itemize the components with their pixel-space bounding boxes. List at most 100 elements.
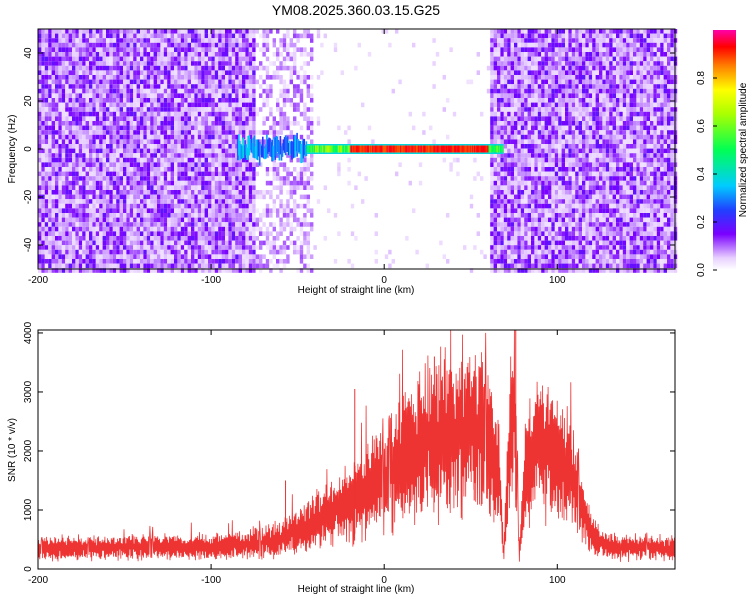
spectrogram-cell: [316, 121, 321, 126]
spectrogram-cell: [38, 176, 42, 181]
spectrogram-cell: [146, 222, 151, 227]
spectrogram-cell: [347, 139, 351, 144]
spectrogram-cell: [211, 222, 215, 227]
spectrogram-cell: [228, 29, 232, 34]
spectrogram-cell: [116, 88, 120, 94]
spectrogram-cell: [44, 79, 49, 85]
spectrogram-cell: [95, 130, 100, 135]
spectrogram-cell: [517, 56, 521, 62]
spectrogram-cell: [541, 254, 545, 259]
spectrogram-cell: [106, 268, 110, 273]
spectrogram-cell: [61, 213, 66, 218]
spectrogram-cell: [541, 185, 545, 190]
spectrogram-cell: [72, 226, 76, 232]
spectrogram-cell: [310, 38, 314, 43]
spectrogram-cell: [136, 61, 140, 66]
spectrogram-cell: [296, 245, 300, 250]
spectrogram-cell: [524, 70, 528, 75]
spectrogram-cell: [92, 222, 96, 227]
spectrogram-cell: [293, 84, 297, 89]
spectrogram-cell: [187, 263, 191, 269]
spectrogram-cell: [116, 222, 120, 227]
spectrogram-cell: [133, 153, 137, 158]
spectrogram-cell: [170, 88, 174, 94]
spectrogram-cell: [228, 125, 232, 131]
spectrogram-cell: [126, 167, 130, 172]
spectrogram-cell: [201, 167, 205, 172]
spectrogram-cell: [126, 98, 130, 103]
spectrogram-cell: [72, 194, 76, 200]
spectrogram-cell: [157, 75, 161, 80]
spectrogram-cell: [221, 162, 225, 167]
spectrogram-cell: [503, 52, 508, 57]
spectrogram-cell: [89, 42, 93, 48]
spectrogram-cell: [78, 84, 83, 89]
spectrogram-cell: [38, 240, 42, 246]
spectrogram-cell: [92, 130, 96, 135]
spectrogram-cell: [211, 116, 215, 121]
spectrogram-cell: [265, 75, 270, 80]
spectrogram-cell: [225, 125, 229, 131]
spectrogram-cell: [163, 47, 168, 52]
spectrogram-cell: [143, 185, 147, 190]
spectrogram-cell: [82, 144, 86, 149]
spectrogram-cell: [531, 107, 535, 112]
spectrogram-cell: [89, 167, 93, 172]
spectrogram-cell: [520, 162, 525, 167]
spectrogram-cell: [92, 125, 96, 131]
spectrogram-cell: [187, 245, 191, 250]
spectrogram-cell: [537, 226, 542, 232]
spectrogram-cell: [221, 254, 225, 259]
spectrogram-cell: [58, 29, 62, 34]
spectrogram-cell: [68, 231, 72, 236]
spectrogram-cell: [58, 75, 62, 80]
spectrogram-cell: [225, 52, 229, 57]
spectrogram-cell: [89, 139, 93, 144]
spectrogram-cell: [58, 33, 62, 39]
spectrogram-cell: [133, 75, 137, 80]
spectrogram-cell: [106, 263, 110, 269]
spectrogram-cell: [293, 93, 297, 98]
spectrogram-cell: [228, 144, 232, 149]
spectrogram-cell: [272, 226, 276, 232]
spectrogram-cell: [143, 98, 147, 103]
spectrogram-cell: [510, 47, 514, 52]
spectrogram-cell: [61, 180, 66, 186]
spectrogram-cell: [123, 29, 127, 34]
spectrogram-cell: [452, 157, 457, 163]
spectrogram-cell: [72, 249, 76, 255]
spectrogram-cell: [214, 107, 219, 112]
spectrogram-cell: [191, 240, 195, 246]
spectrogram-cell: [299, 52, 304, 57]
spectrogram-cell: [248, 236, 253, 241]
spectrogram-cell: [92, 176, 96, 181]
spectrogram-cell: [136, 70, 140, 75]
spectrogram-cell: [235, 38, 239, 43]
spectrogram-cell: [493, 130, 497, 135]
spectrogram-cell: [204, 254, 208, 259]
spectrogram-cell: [102, 226, 106, 232]
spectrogram-cell: [303, 231, 307, 236]
spectrogram-cell: [112, 79, 117, 85]
spectrogram-cell: [133, 157, 137, 163]
spectrogram-cell: [187, 249, 191, 255]
spectrogram-cell: [146, 245, 151, 250]
spectrogram-cell: [191, 98, 195, 103]
spectrogram-cell: [150, 102, 154, 108]
spectrogram-cell: [507, 268, 511, 273]
spectrogram-cell: [133, 249, 137, 255]
spectrogram-cell: [238, 47, 242, 52]
spectrogram-cell: [303, 116, 307, 121]
spectrogram-cell: [68, 121, 72, 126]
spectrogram-cell: [180, 236, 185, 241]
spectrogram-cell: [177, 52, 181, 57]
spectrogram-cell: [78, 52, 83, 57]
spectrogram-cell: [286, 56, 290, 62]
spectrogram-cell: [65, 208, 69, 213]
spectrogram-cell: [123, 70, 127, 75]
spectrogram-cell: [544, 222, 548, 227]
spectrogram-cell: [248, 52, 253, 57]
spectrogram-cell: [48, 93, 52, 98]
spectrogram-cell: [534, 226, 538, 232]
spectrogram-cell: [82, 249, 86, 255]
